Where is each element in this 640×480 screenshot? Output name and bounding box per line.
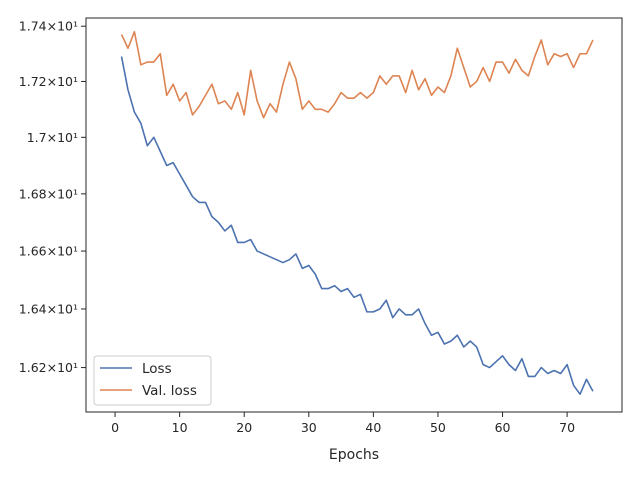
- plot-frame: [85, 17, 623, 413]
- series-line-loss: [120, 56, 594, 395]
- y-tick-label: 1.74×10¹: [19, 19, 78, 34]
- y-tick-label: 1.7×10¹: [27, 130, 78, 145]
- x-tick-label: 20: [236, 420, 252, 435]
- legend: Loss Val. loss: [93, 355, 212, 406]
- series-layer: [120, 30, 594, 395]
- y-axis: 1.62×10¹ 1.64×10¹ 1.66×10¹ 1.68×10¹ 1.7×10¹ 1…: [19, 19, 86, 375]
- x-axis: 0 10 20 30 40 50 60 70: [111, 412, 575, 435]
- x-tick-label: 10: [172, 420, 188, 435]
- legend-label-val-loss: Val. loss: [142, 383, 197, 399]
- y-tick-label: 1.66×10¹: [19, 244, 78, 259]
- x-tick-label: 0: [111, 420, 119, 435]
- y-tick-label: 1.62×10¹: [19, 360, 78, 375]
- x-tick-label: 60: [495, 420, 511, 435]
- x-tick-label: 50: [430, 420, 446, 435]
- y-tick-label: 1.72×10¹: [19, 74, 78, 89]
- y-tick-label: 1.64×10¹: [19, 301, 78, 316]
- legend-label-loss: Loss: [142, 361, 172, 377]
- x-tick-label: 30: [301, 420, 317, 435]
- x-axis-label: Epochs: [329, 447, 379, 463]
- x-tick-label: 40: [365, 420, 381, 435]
- x-tick-label: 70: [559, 420, 575, 435]
- series-line-val-loss: [120, 30, 594, 119]
- y-tick-label: 1.68×10¹: [19, 186, 78, 201]
